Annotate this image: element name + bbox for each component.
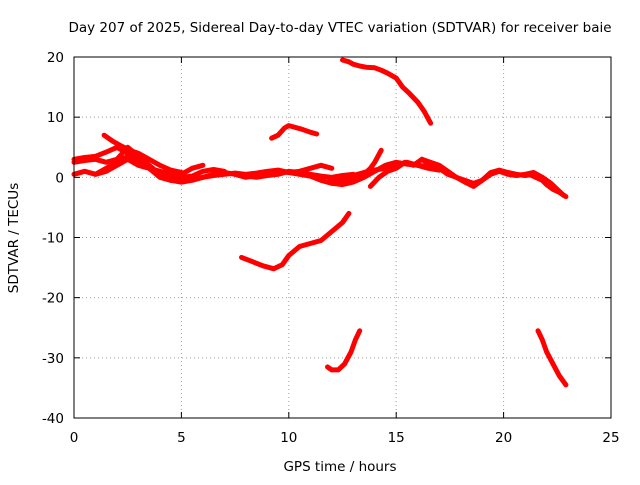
series-line-arc-16 [535, 328, 569, 388]
y-tick-label: -10 [42, 231, 64, 247]
y-axis-label: SDTVAR / TECUs [6, 183, 22, 293]
series-line-arc-10 [325, 328, 363, 373]
x-tick-label: 5 [177, 430, 186, 446]
y-tick-label: 10 [47, 110, 64, 126]
plot-frame [73, 56, 612, 419]
series-line-arc-7 [269, 123, 320, 141]
series-line-arc-12 [329, 159, 442, 186]
series-line-arc-8 [239, 210, 352, 272]
tick-labels: 0 5 10 15 20 25 -40 -30 -20 -10 0 10 20 [42, 50, 620, 446]
y-tick-label: -20 [42, 291, 64, 307]
y-tick-label: 20 [47, 50, 64, 66]
x-axis-label: GPS time / hours [283, 459, 396, 475]
x-tick-label: 0 [70, 430, 79, 446]
x-tick-label: 20 [495, 430, 512, 446]
y-tick-label: 0 [55, 170, 64, 186]
x-tick-label: 10 [280, 430, 297, 446]
x-tick-label: 25 [602, 430, 619, 446]
series-line-arc-6 [232, 168, 356, 180]
series-line-arc-15 [526, 171, 569, 200]
chart-title: Day 207 of 2025, Sidereal Day-to-day VTE… [68, 20, 611, 36]
series-line-arc-9 [340, 57, 434, 126]
y-tick-label: -40 [42, 411, 64, 427]
y-tick-label: -30 [42, 351, 64, 367]
x-tick-label: 15 [388, 430, 405, 446]
series-group [71, 57, 569, 388]
series-line-arc-4 [101, 132, 184, 175]
